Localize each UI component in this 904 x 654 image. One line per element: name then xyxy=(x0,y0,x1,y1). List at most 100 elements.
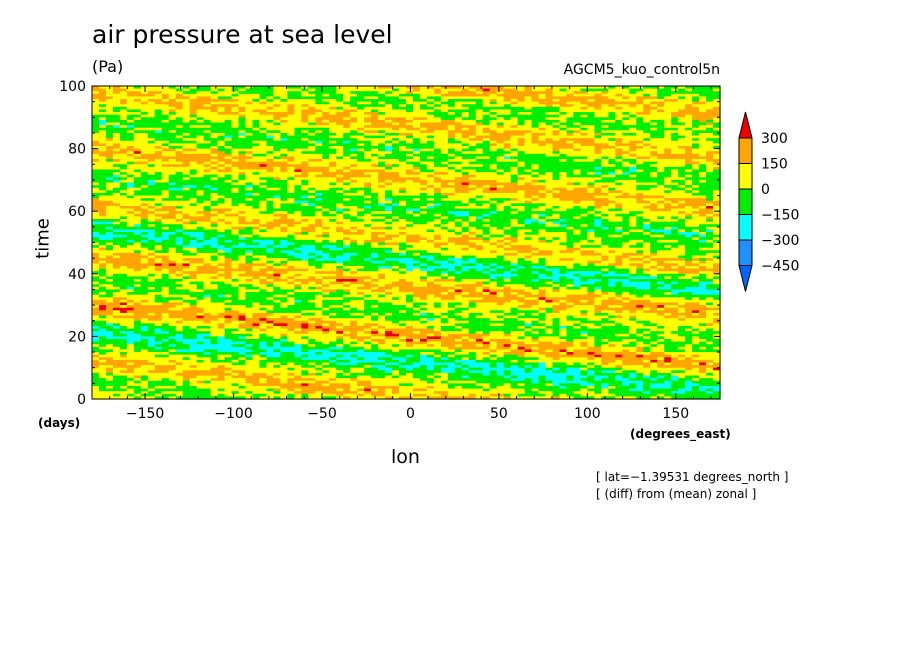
heatmap-cell xyxy=(447,96,456,100)
heatmap-cell xyxy=(531,122,540,126)
heatmap-cell xyxy=(105,177,114,181)
heatmap-cell xyxy=(678,101,686,105)
heatmap-cell xyxy=(552,119,561,124)
heatmap-cell xyxy=(252,179,261,184)
heatmap-cell xyxy=(210,224,219,228)
heatmap-cell xyxy=(322,112,330,116)
heatmap-cell xyxy=(678,119,686,124)
heatmap-cell xyxy=(294,161,302,165)
heatmap-cell xyxy=(636,125,644,129)
heatmap-cell xyxy=(308,109,316,113)
heatmap-cell xyxy=(161,148,170,152)
heatmap-cell xyxy=(454,213,463,218)
heatmap-cell xyxy=(524,226,533,231)
heatmap-cell xyxy=(392,125,400,129)
heatmap-cell xyxy=(657,104,665,108)
heatmap-cell xyxy=(168,208,177,212)
heatmap-cell xyxy=(203,135,212,139)
heatmap-cell xyxy=(566,205,575,210)
heatmap-cell xyxy=(273,156,281,160)
heatmap-cell xyxy=(517,179,526,184)
heatmap-cell xyxy=(643,205,651,210)
heatmap-cell xyxy=(343,117,351,121)
heatmap-cell xyxy=(140,208,149,212)
heatmap-cell xyxy=(92,122,100,126)
heatmap-cell xyxy=(378,104,386,108)
heatmap-cell xyxy=(371,104,379,108)
heatmap-cell xyxy=(203,221,212,225)
heatmap-cell xyxy=(259,99,268,103)
heatmap-cell xyxy=(315,93,323,98)
heatmap-cell xyxy=(538,208,547,212)
heatmap-cell xyxy=(419,205,428,210)
heatmap-cell xyxy=(713,112,721,116)
heatmap-cell xyxy=(601,187,609,191)
heatmap-cell xyxy=(692,130,700,134)
heatmap-cell xyxy=(587,211,595,215)
heatmap-cell xyxy=(433,114,442,118)
heatmap-cell xyxy=(531,125,540,129)
heatmap-cell xyxy=(259,221,268,225)
heatmap-cell xyxy=(573,190,582,194)
heatmap-cell xyxy=(406,156,414,160)
heatmap-cell xyxy=(154,91,163,95)
heatmap-cell xyxy=(510,192,519,197)
heatmap-cell xyxy=(343,208,351,212)
heatmap-cell xyxy=(357,198,365,202)
heatmap-cell xyxy=(503,109,512,113)
heatmap-cell xyxy=(412,221,421,225)
heatmap-cell xyxy=(189,169,198,173)
heatmap-cell xyxy=(622,86,630,90)
heatmap-cell xyxy=(468,151,477,155)
heatmap-cell xyxy=(566,101,575,105)
heatmap-cell xyxy=(671,138,679,142)
heatmap-cell xyxy=(524,216,533,220)
heatmap-cell xyxy=(426,205,435,210)
heatmap-cell xyxy=(392,224,400,228)
heatmap-cell xyxy=(175,138,184,142)
heatmap-cell xyxy=(461,172,470,176)
heatmap-cell xyxy=(364,198,372,202)
heatmap-cell xyxy=(119,101,128,105)
heatmap-cell xyxy=(161,219,170,223)
heatmap-cell xyxy=(538,151,547,155)
heatmap-cell xyxy=(482,187,491,191)
heatmap-cell xyxy=(371,135,379,139)
heatmap-cell xyxy=(133,132,142,137)
heatmap-cell xyxy=(112,156,121,160)
heatmap-cell xyxy=(587,106,595,111)
heatmap-cell xyxy=(287,229,295,233)
heatmap-cell xyxy=(266,164,275,168)
heatmap-cell xyxy=(601,117,609,121)
heatmap-cell xyxy=(329,153,337,158)
heatmap-cell xyxy=(224,200,233,204)
heatmap-cell xyxy=(552,166,561,171)
heatmap-cell xyxy=(503,140,512,144)
heatmap-cell xyxy=(133,140,142,144)
heatmap-cell xyxy=(657,198,665,202)
heatmap-cell xyxy=(426,101,435,105)
heatmap-cell xyxy=(140,190,149,194)
heatmap-cell xyxy=(287,198,295,202)
heatmap-cell xyxy=(182,96,191,100)
heatmap-cell xyxy=(392,114,400,118)
heatmap-cell xyxy=(238,229,247,233)
heatmap-cell xyxy=(454,151,463,155)
heatmap-cell xyxy=(538,130,547,134)
heatmap-cell xyxy=(475,119,484,124)
heatmap-cell xyxy=(580,125,589,129)
heatmap-cell xyxy=(266,143,275,147)
heatmap-cell xyxy=(399,216,407,220)
heatmap-cell xyxy=(475,182,484,186)
heatmap-cell xyxy=(524,153,533,158)
heatmap-cell xyxy=(426,221,435,225)
heatmap-cell xyxy=(182,114,191,118)
heatmap-cell xyxy=(489,208,498,212)
heatmap-cell xyxy=(280,104,288,108)
heatmap-cell xyxy=(245,119,254,124)
heatmap-cell xyxy=(315,109,323,113)
heatmap-cell xyxy=(147,145,156,150)
heatmap-cell xyxy=(161,151,170,155)
heatmap-cell xyxy=(461,148,470,152)
heatmap-cell xyxy=(440,112,449,116)
